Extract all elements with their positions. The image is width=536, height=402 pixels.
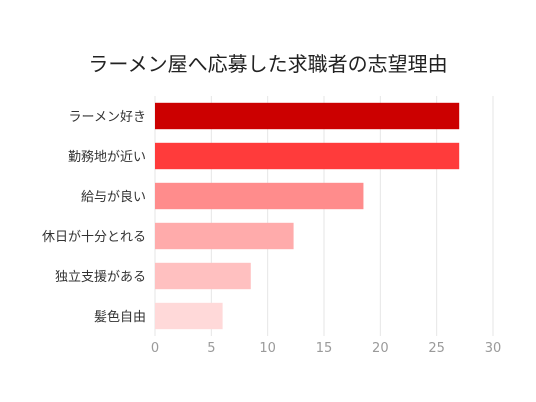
x-tick-label: 15 bbox=[316, 341, 333, 356]
category-label: 髪色自由 bbox=[94, 309, 146, 325]
x-tick-label: 25 bbox=[428, 341, 445, 356]
x-tick-label: 20 bbox=[372, 341, 389, 356]
bar-5 bbox=[155, 302, 223, 330]
grid-lines bbox=[154, 96, 494, 336]
category-label: 給与が良い bbox=[81, 189, 146, 205]
x-tick-label: 0 bbox=[151, 341, 159, 356]
bar-0 bbox=[155, 102, 460, 130]
chart-title: ラーメン屋へ応募した求職者の志望理由 bbox=[88, 52, 447, 76]
category-label: 独立支援がある bbox=[55, 270, 146, 285]
bars bbox=[155, 102, 460, 330]
category-label: 休日が十分とれる bbox=[42, 230, 146, 245]
bar-2 bbox=[155, 182, 364, 210]
category-label: ラーメン好き bbox=[69, 110, 146, 125]
x-tick-label: 5 bbox=[207, 341, 215, 356]
x-axis-ticks: 0 5 10 15 20 25 30 bbox=[151, 341, 501, 356]
bar-1 bbox=[155, 142, 460, 170]
category-label: 勤務地が近い bbox=[68, 150, 146, 165]
bar-4 bbox=[155, 262, 251, 290]
bar-3 bbox=[155, 222, 294, 250]
x-tick-label: 30 bbox=[485, 341, 502, 356]
x-tick-label: 10 bbox=[259, 341, 276, 356]
